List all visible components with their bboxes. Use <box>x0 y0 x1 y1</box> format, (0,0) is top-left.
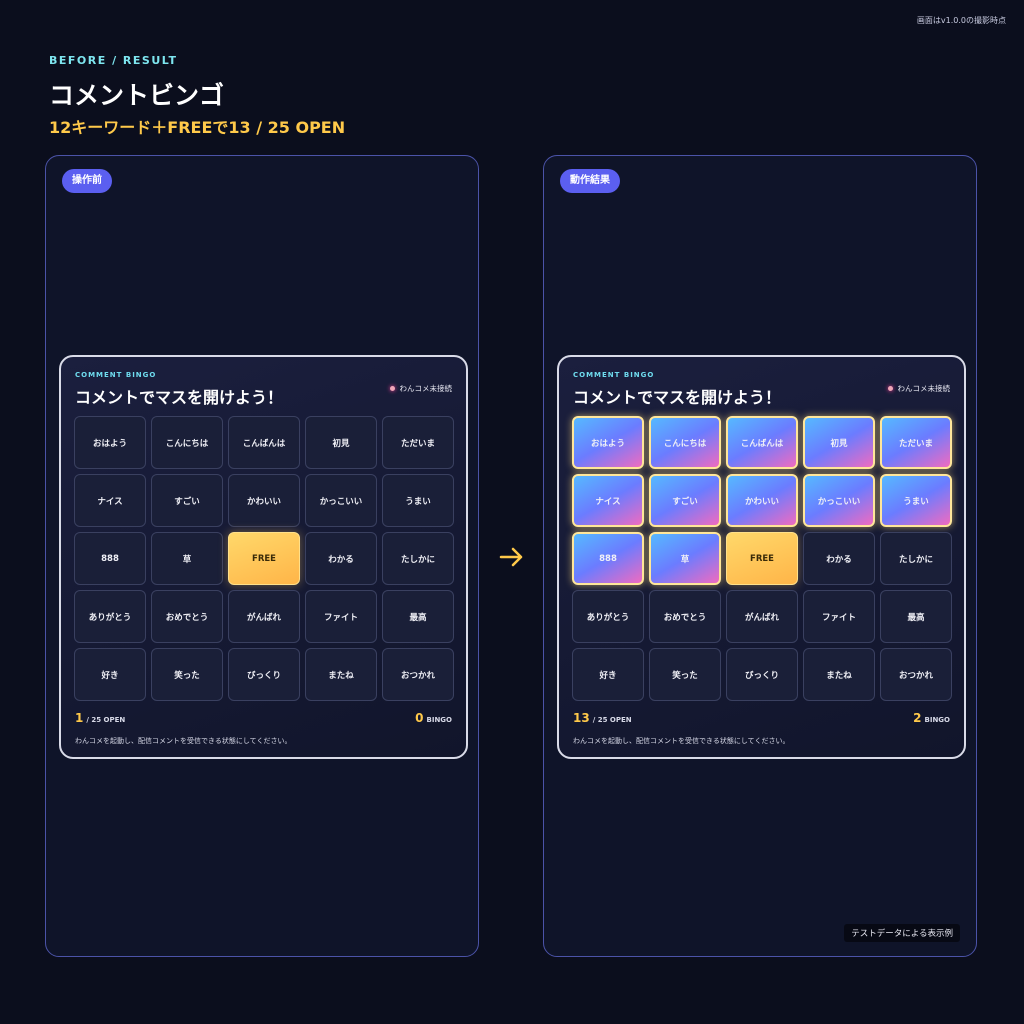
bingo-cell: びっくり <box>726 648 798 701</box>
open-label: / 25 OPEN <box>592 716 632 724</box>
card-title: コメントでマスを開けよう！ <box>573 388 782 407</box>
bingo-cell: かっこいい <box>305 474 377 527</box>
bingo-card: COMMENT BINGO コメントでマスを開けよう！ わんコメ未接続おはよう こんに… <box>59 355 468 759</box>
bingo-cell: たしかに <box>382 532 454 585</box>
bingo-cell: こんばんは <box>726 416 798 469</box>
bingo-cell: こんばんは <box>228 416 300 469</box>
bingo-cell: びっくり <box>228 648 300 701</box>
bingo-cell: 初見 <box>803 416 875 469</box>
corner-note: 画面はv1.0.0の撮影時点 <box>916 16 1006 25</box>
bingo-cell: かっこいい <box>803 474 875 527</box>
bingo-cell: またね <box>305 648 377 701</box>
bingo-cell: おつかれ <box>382 648 454 701</box>
bingo-card: COMMENT BINGO コメントでマスを開けよう！ わんコメ未接続おはよう こんに… <box>557 355 966 759</box>
panel: 操作前 COMMENT BINGO コメントでマスを開けよう！ わんコメ未接続おはよう… <box>45 155 479 957</box>
bingo-cell: 最高 <box>880 590 952 643</box>
bingo-cell: FREE <box>228 532 300 585</box>
bingo-cell: 草 <box>649 532 721 585</box>
bingo-label: BINGO <box>924 716 951 724</box>
bingo-cell: 888 <box>74 532 146 585</box>
bingo-cell: おめでとう <box>151 590 223 643</box>
bingo-cell: ファイト <box>305 590 377 643</box>
open-number: 13 <box>573 711 590 725</box>
bingo-cell: かわいい <box>726 474 798 527</box>
bingo-count: 2 BINGO <box>913 711 950 725</box>
bingo-count: 0 BINGO <box>415 711 452 725</box>
bingo-cell: ただいま <box>880 416 952 469</box>
bingo-cell: ありがとう <box>74 590 146 643</box>
bingo-cell: ファイト <box>803 590 875 643</box>
bingo-cell: わかる <box>803 532 875 585</box>
panel: 動作結果 COMMENT BINGO コメントでマスを開けよう！ わんコメ未接続おはよ… <box>543 155 977 957</box>
open-count: 13/ 25 OPEN <box>573 711 632 725</box>
arrow <box>499 547 523 567</box>
bingo-cell: 好き <box>74 648 146 701</box>
bingo-number: 0 <box>415 711 424 725</box>
bingo-number: 2 <box>913 711 922 725</box>
bingo-label: BINGO <box>426 716 453 724</box>
bingo-cell: すごい <box>649 474 721 527</box>
badge: 動作結果 <box>560 169 620 193</box>
bingo-cell: 888 <box>572 532 644 585</box>
bingo-cell: おはよう <box>572 416 644 469</box>
bingo-cell: おつかれ <box>880 648 952 701</box>
bingo-cell: こんにちは <box>649 416 721 469</box>
eyebrow: BEFORE / RESULT <box>49 54 178 67</box>
card-eyebrow: COMMENT BINGO <box>75 371 157 379</box>
bingo-cell: かわいい <box>228 474 300 527</box>
bingo-cell: おめでとう <box>649 590 721 643</box>
bingo-cell: うまい <box>382 474 454 527</box>
notice: わんコメを起動し、配信コメントを受信できる状態にしてください。 <box>75 737 292 745</box>
bingo-cell: ただいま <box>382 416 454 469</box>
bingo-cell: 笑った <box>649 648 721 701</box>
bingo-cell: ナイス <box>74 474 146 527</box>
bingo-cell: うまい <box>880 474 952 527</box>
bingo-cell: すごい <box>151 474 223 527</box>
bingo-cell: 笑った <box>151 648 223 701</box>
open-number: 1 <box>75 711 84 725</box>
bingo-cell: たしかに <box>880 532 952 585</box>
connection-status: わんコメ未接続 <box>390 383 453 394</box>
bingo-cell: こんにちは <box>151 416 223 469</box>
open-label: / 25 OPEN <box>86 716 126 724</box>
footnote: テストデータによる表示例 <box>844 924 960 942</box>
bingo-cell: またね <box>803 648 875 701</box>
subtitle: 12キーワード＋FREEで13 / 25 OPEN <box>49 118 346 137</box>
notice: わんコメを起動し、配信コメントを受信できる状態にしてください。 <box>573 737 790 745</box>
card-title: コメントでマスを開けよう！ <box>75 388 284 407</box>
bingo-cell: 草 <box>151 532 223 585</box>
bingo-cell: がんばれ <box>726 590 798 643</box>
bingo-cell: 初見 <box>305 416 377 469</box>
bingo-cell: わかる <box>305 532 377 585</box>
title: コメントビンゴ <box>49 81 225 110</box>
badge: 操作前 <box>62 169 112 193</box>
bingo-cell: がんばれ <box>228 590 300 643</box>
bingo-cell: 最高 <box>382 590 454 643</box>
bingo-cell: おはよう <box>74 416 146 469</box>
card-eyebrow: COMMENT BINGO <box>573 371 655 379</box>
open-count: 1/ 25 OPEN <box>75 711 125 725</box>
bingo-cell: FREE <box>726 532 798 585</box>
connection-status: わんコメ未接続 <box>888 383 951 394</box>
bingo-cell: ナイス <box>572 474 644 527</box>
bingo-cell: ありがとう <box>572 590 644 643</box>
bingo-cell: 好き <box>572 648 644 701</box>
